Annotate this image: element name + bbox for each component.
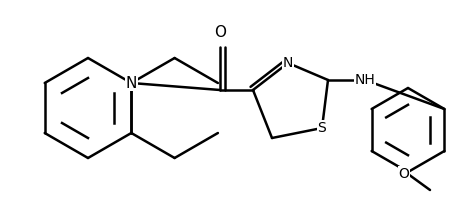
Text: NH: NH xyxy=(354,73,374,87)
Text: N: N xyxy=(282,56,293,70)
Text: O: O xyxy=(398,167,409,181)
Text: O: O xyxy=(213,25,226,40)
Text: N: N xyxy=(125,76,137,91)
Text: S: S xyxy=(317,121,326,135)
